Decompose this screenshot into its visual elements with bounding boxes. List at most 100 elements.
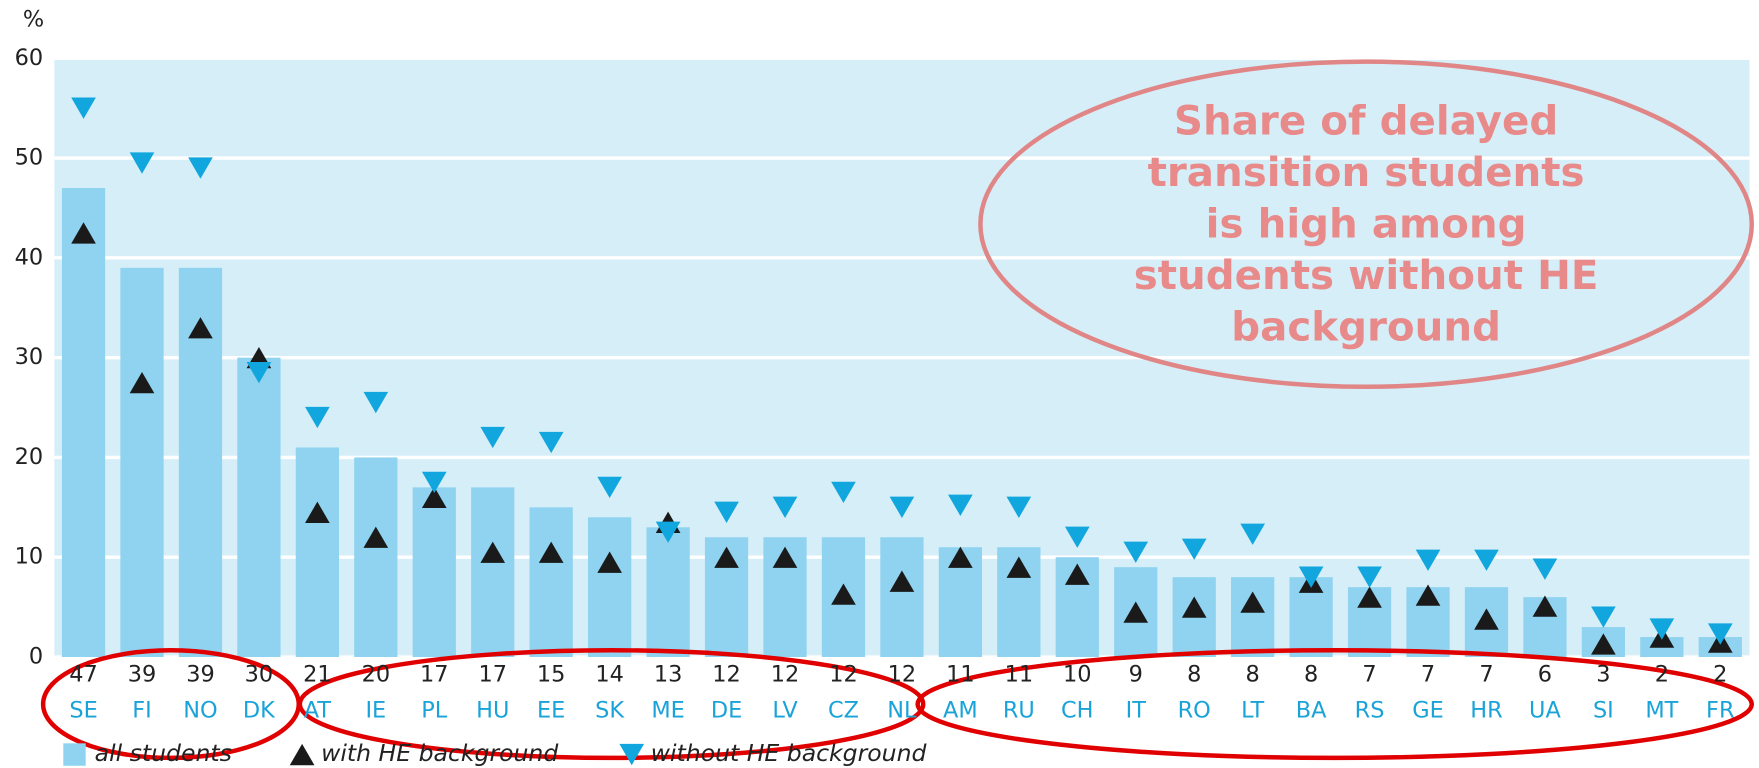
marker-down (1240, 523, 1265, 545)
marker-down (655, 521, 681, 543)
y-axis-label: % (23, 7, 44, 33)
annotation-line: Share of delayed (1174, 97, 1558, 144)
annotation-line: is high among (1206, 200, 1527, 247)
legend-label: without HE background (651, 739, 928, 767)
value-label: 12 (712, 661, 741, 687)
marker-down (1064, 526, 1090, 548)
x-tick-label: SI (1593, 697, 1614, 723)
marker-down (1649, 618, 1675, 640)
marker-up (188, 317, 213, 339)
marker-up (421, 486, 447, 509)
value-label: 9 (1129, 661, 1143, 687)
bar (588, 517, 632, 658)
marker-down (714, 501, 739, 523)
marker-up (1474, 608, 1499, 630)
x-tick-label: LV (772, 697, 798, 723)
marker-down (71, 97, 96, 119)
bar (880, 537, 924, 658)
x-tick-label: SK (595, 697, 625, 723)
marker-down (597, 476, 622, 499)
marker-up (129, 371, 155, 394)
y-tick-label: 40 (15, 244, 44, 270)
marker-up (480, 541, 506, 563)
group-ellipse (915, 648, 1755, 761)
value-label: 21 (303, 661, 332, 687)
x-tick-label: LT (1241, 697, 1264, 723)
group-ellipse (297, 648, 926, 761)
marker-down (246, 361, 272, 384)
marker-up (1064, 563, 1090, 585)
marker-up (1240, 591, 1265, 613)
bar (237, 357, 281, 658)
value-label: 12 (771, 661, 800, 687)
x-tick-label: MT (1645, 697, 1678, 723)
x-tick-label: RO (1178, 697, 1211, 723)
x-tick-label: RS (1355, 697, 1385, 723)
y-tick-label: 50 (15, 145, 44, 171)
marker-up (363, 526, 389, 548)
legend-swatch (289, 743, 315, 766)
value-label: 39 (128, 661, 157, 687)
marker-up (831, 583, 856, 605)
value-label: 8 (1246, 661, 1260, 687)
x-tick-label: NL (887, 697, 917, 723)
marker-up (1357, 586, 1382, 608)
bar (354, 457, 398, 658)
value-label: 8 (1187, 661, 1201, 687)
marker-down (1474, 549, 1499, 571)
x-tick-label: FR (1706, 697, 1734, 723)
value-label: 17 (478, 661, 507, 687)
marker-up (305, 501, 330, 523)
legend-swatch (63, 743, 86, 766)
x-tick-label: EE (537, 697, 565, 723)
x-tick-label: SE (69, 697, 97, 723)
marker-down (831, 481, 856, 504)
bar (61, 188, 106, 658)
x-tick-label: FI (132, 697, 152, 723)
marker-down (1707, 623, 1733, 645)
marker-up (1415, 584, 1441, 606)
marker-down (889, 496, 915, 518)
marker-down (772, 496, 798, 518)
annotation-line: transition students (1148, 149, 1585, 196)
value-label: 17 (420, 661, 449, 687)
legend-label: all students (95, 739, 232, 767)
x-tick-label: RU (1003, 697, 1035, 723)
bar (646, 527, 690, 658)
legend-label: with HE background (321, 739, 559, 767)
marker-up (948, 546, 973, 568)
marker-up (1123, 601, 1149, 623)
marker-down (421, 471, 447, 494)
x-tick-label: UA (1529, 697, 1561, 723)
value-label: 7 (1421, 661, 1435, 687)
annotation-line: background (1231, 304, 1501, 351)
y-tick-label: 30 (15, 344, 44, 370)
value-label: 11 (1005, 661, 1034, 687)
marker-down (1532, 558, 1558, 580)
value-label: 8 (1304, 661, 1318, 687)
value-label: 30 (245, 661, 274, 687)
marker-down (1181, 538, 1207, 560)
marker-down (1123, 541, 1149, 563)
x-tick-label: AM (943, 697, 978, 723)
value-label: 13 (654, 661, 683, 687)
value-label: 12 (888, 661, 917, 687)
marker-down (129, 152, 155, 174)
marker-up (889, 570, 915, 592)
x-tick-label: NO (183, 697, 217, 723)
marker-down (1591, 606, 1616, 628)
marker-down (1298, 566, 1324, 588)
value-label: 14 (595, 661, 624, 687)
y-tick-label: 20 (15, 444, 44, 470)
x-tick-label: GE (1412, 697, 1444, 723)
x-tick-label: DK (243, 697, 276, 723)
x-tick-label: HU (476, 697, 509, 723)
marker-down (480, 426, 506, 449)
marker-down (305, 406, 330, 429)
value-label: 39 (186, 661, 215, 687)
marker-up (538, 541, 564, 563)
marker-down (1006, 496, 1032, 518)
value-label: 7 (1479, 661, 1493, 687)
x-tick-label: AT (304, 697, 332, 723)
y-tick-label: 10 (15, 544, 44, 570)
